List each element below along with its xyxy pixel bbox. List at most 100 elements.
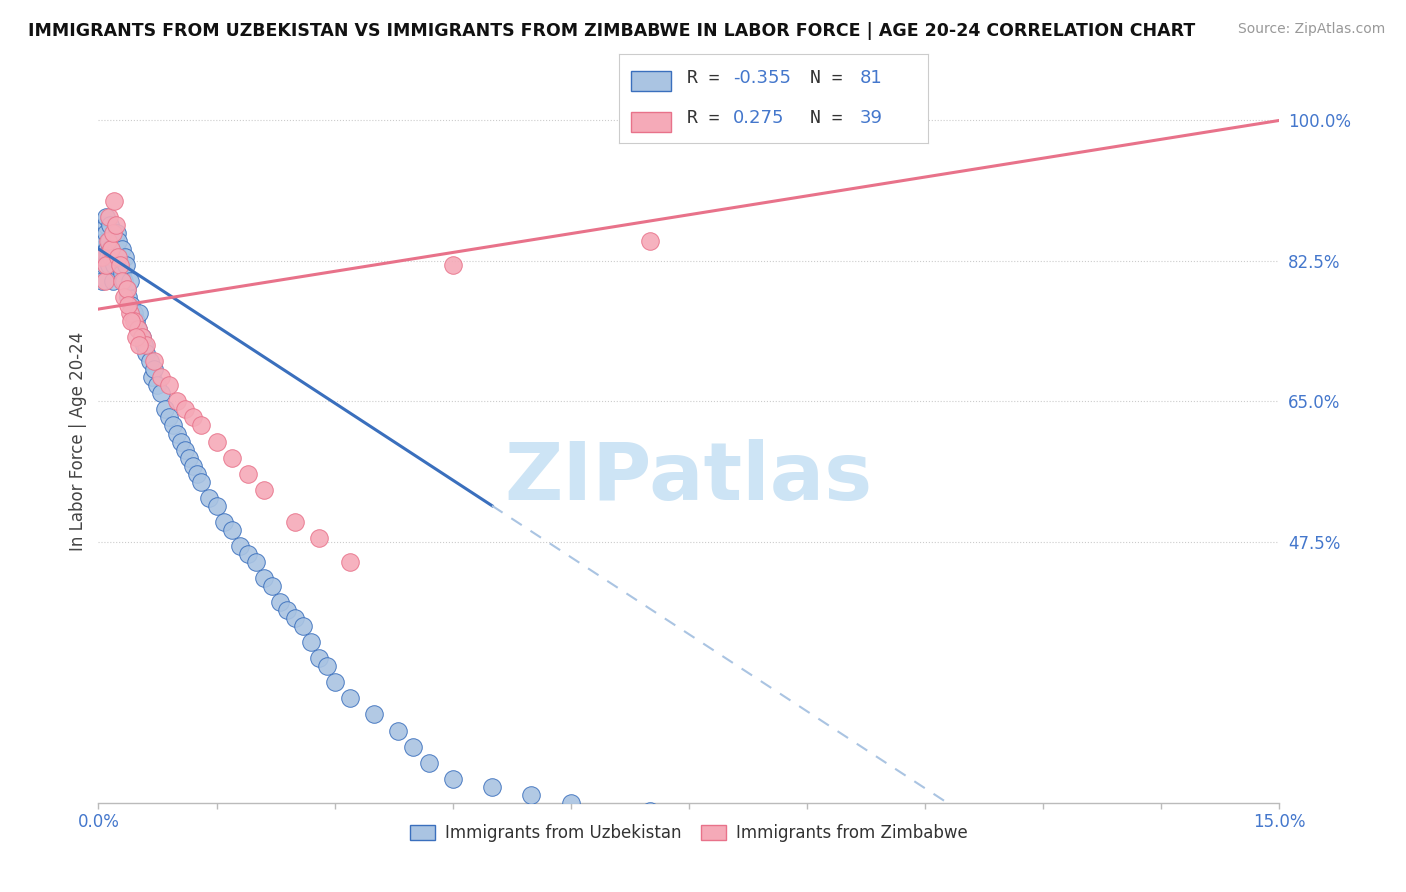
Point [104, 242, 127, 256]
Point [101, 226, 124, 240]
Point [111, 242, 134, 256]
Point [170, 434, 193, 449]
Point [315, 659, 337, 673]
Point [131, 330, 153, 344]
Point [221, 450, 243, 465]
Point [441, 258, 464, 272]
Point [97, 258, 120, 272]
Point [93, 274, 115, 288]
Text: -0.355: -0.355 [733, 70, 792, 87]
Point [97, 250, 120, 264]
Text: 39: 39 [860, 109, 883, 127]
Point [339, 691, 361, 706]
Point [162, 418, 184, 433]
Point [96, 258, 118, 272]
Point [402, 739, 425, 754]
Point [142, 354, 165, 368]
Point [112, 274, 135, 288]
Point [101, 274, 124, 288]
Point [174, 442, 197, 457]
Point [122, 306, 145, 320]
Point [323, 675, 346, 690]
Point [299, 635, 322, 649]
Point [229, 539, 252, 553]
Point [111, 266, 134, 280]
Point [186, 467, 208, 481]
Point [94, 218, 117, 232]
Point [118, 306, 141, 320]
Point [104, 218, 127, 232]
Text: R =: R = [686, 109, 730, 127]
Point [91, 250, 114, 264]
Text: Source: ZipAtlas.com: Source: ZipAtlas.com [1237, 22, 1385, 37]
Y-axis label: In Labor Force | Age 20-24: In Labor Force | Age 20-24 [69, 332, 87, 551]
Point [157, 410, 180, 425]
Point [117, 298, 139, 312]
Point [166, 394, 188, 409]
Point [181, 458, 204, 473]
Text: R =: R = [686, 70, 730, 87]
Point [717, 812, 740, 826]
Point [127, 322, 149, 336]
Text: ZIPatlas: ZIPatlas [505, 439, 873, 516]
Point [166, 426, 188, 441]
Point [125, 314, 148, 328]
Point [128, 338, 150, 352]
Point [418, 756, 440, 770]
Point [197, 491, 219, 505]
Point [115, 282, 138, 296]
Point [150, 386, 173, 401]
Point [157, 378, 180, 392]
Point [253, 483, 276, 497]
Point [339, 555, 361, 569]
Text: N =: N = [810, 109, 853, 127]
Point [135, 338, 157, 352]
Point [91, 250, 114, 264]
FancyBboxPatch shape [631, 71, 671, 91]
Point [135, 346, 157, 360]
Point [110, 258, 132, 272]
Point [111, 274, 134, 288]
Text: IMMIGRANTS FROM UZBEKISTAN VS IMMIGRANTS FROM ZIMBABWE IN LABOR FORCE | AGE 20-2: IMMIGRANTS FROM UZBEKISTAN VS IMMIGRANTS… [28, 22, 1195, 40]
Point [387, 723, 409, 738]
Point [93, 234, 115, 248]
Point [292, 619, 315, 633]
Point [121, 314, 143, 328]
Point [127, 322, 149, 336]
Point [122, 314, 145, 328]
Point [363, 707, 385, 722]
Point [181, 410, 204, 425]
Point [114, 250, 136, 264]
Point [107, 250, 129, 264]
Point [115, 258, 138, 272]
Point [190, 475, 212, 489]
Legend: Immigrants from Uzbekistan, Immigrants from Zimbabwe: Immigrants from Uzbekistan, Immigrants f… [404, 817, 974, 848]
Point [93, 258, 115, 272]
Point [190, 418, 212, 433]
Point [118, 274, 141, 288]
Point [142, 362, 165, 376]
Point [214, 515, 236, 529]
Point [174, 402, 197, 417]
Point [269, 595, 291, 609]
Text: N =: N = [810, 70, 853, 87]
Point [205, 499, 228, 513]
Point [103, 258, 125, 272]
Point [253, 571, 276, 585]
Point [100, 242, 122, 256]
Point [141, 370, 163, 384]
Point [98, 234, 121, 248]
Text: 0.275: 0.275 [733, 109, 785, 127]
Point [245, 555, 267, 569]
Point [260, 579, 283, 593]
Point [308, 531, 330, 545]
FancyBboxPatch shape [631, 112, 671, 132]
Point [105, 226, 128, 240]
Point [98, 242, 121, 256]
Point [481, 780, 503, 794]
Point [441, 772, 464, 786]
Point [308, 651, 330, 665]
Point [96, 242, 118, 256]
Point [121, 298, 143, 312]
Point [103, 194, 125, 208]
